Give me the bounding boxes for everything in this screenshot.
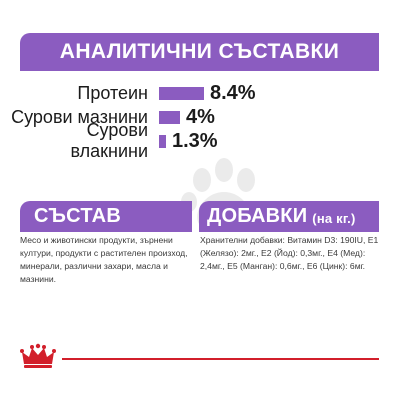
composition-banner: СЪСТАВ	[20, 201, 192, 232]
analytics-row-value: 4%	[186, 105, 215, 128]
analytical-constituents-title: АНАЛИТИЧНИ СЪСТАВКИ	[59, 40, 340, 63]
additives-text: Хранителни добавки: Витамин D3: 190IU, E…	[200, 235, 379, 271]
additives-banner: ДОБАВКИ (на кг.)	[199, 201, 379, 232]
analytics-bar	[159, 86, 204, 100]
composition-text: Месо и животински продукти, зърнени култ…	[20, 235, 188, 284]
analytics-row-value: 8.4%	[210, 81, 256, 104]
analytics-row-label: Сурови влакнини	[70, 120, 148, 161]
analytics-row-label: Сурови мазнини	[11, 106, 148, 127]
analytics-row-protein: Протеин 8.4%	[8, 80, 256, 106]
analytics-row-label: Протеин	[77, 82, 148, 103]
analytics-bar	[159, 110, 180, 124]
footer-divider-line	[62, 358, 379, 360]
analytics-row-fibre: Сурови влакнини 1.3%	[8, 120, 218, 161]
analytical-constituents-banner: АНАЛИТИЧНИ СЪСТАВКИ	[20, 33, 379, 71]
analytics-bar	[159, 134, 166, 148]
additives-unit: (на кг.)	[312, 210, 356, 226]
analytics-row-value: 1.3%	[172, 129, 218, 152]
additives-title: ДОБАВКИ	[207, 205, 308, 227]
royal-canin-crown-logo-icon	[20, 343, 56, 368]
composition-title: СЪСТАВ	[34, 205, 122, 227]
analytics-row-fat: Сурови мазнини 4%	[8, 104, 215, 130]
